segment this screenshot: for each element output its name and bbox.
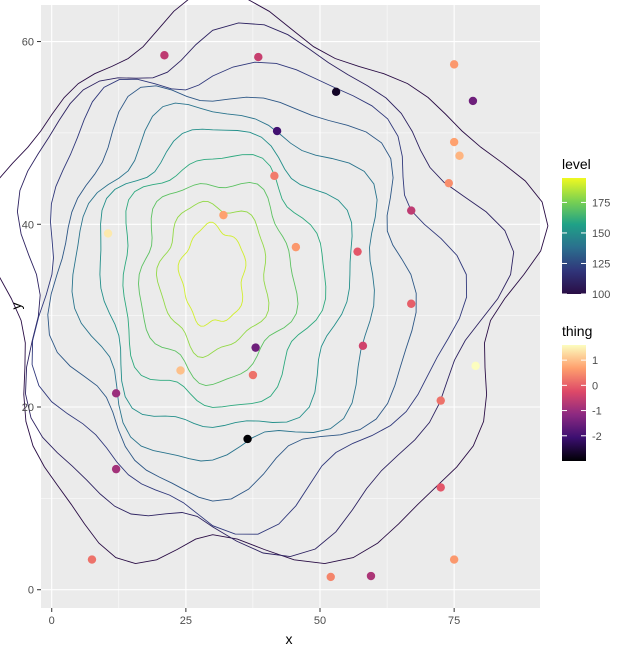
x-axis: 0 25 50 75 xyxy=(49,608,460,627)
data-point xyxy=(449,60,459,69)
thing-legend: thing 1 0 -1 -2 xyxy=(562,323,602,461)
minor-grid xyxy=(41,5,540,608)
data-point xyxy=(358,341,368,350)
contour-line xyxy=(16,22,515,558)
level-colorbar xyxy=(562,178,586,294)
thing-legend-title: thing xyxy=(562,323,592,339)
y-tick-label: 40 xyxy=(22,219,34,231)
y-tick-label: 60 xyxy=(22,37,34,49)
level-legend-title: level xyxy=(562,156,591,172)
x-tick-label: 0 xyxy=(49,615,55,627)
data-point xyxy=(449,555,459,564)
x-tick-label: 25 xyxy=(180,615,192,627)
contour-line xyxy=(177,221,247,327)
data-point xyxy=(248,370,258,380)
y-axis: 0 20 40 60 xyxy=(22,37,41,597)
data-point xyxy=(471,361,480,371)
legend-tick-label: 125 xyxy=(592,258,610,270)
contour-lines xyxy=(0,0,549,565)
data-point xyxy=(251,343,260,352)
data-point xyxy=(468,96,478,106)
data-point xyxy=(407,299,416,308)
major-grid xyxy=(41,5,540,608)
contour-line xyxy=(31,61,468,535)
data-point xyxy=(407,206,416,215)
data-point xyxy=(219,210,228,220)
legend-tick-label: -1 xyxy=(592,406,602,418)
data-point xyxy=(176,366,185,375)
legend-tick-label: 1 xyxy=(592,355,598,367)
data-point xyxy=(326,572,335,582)
data-point xyxy=(111,464,121,474)
thing-ticks: 1 0 -1 -2 xyxy=(562,355,602,443)
data-point xyxy=(291,242,301,252)
data-point xyxy=(353,247,362,256)
data-point xyxy=(444,178,453,188)
data-point xyxy=(160,51,169,60)
contour-line xyxy=(47,85,417,502)
data-point xyxy=(270,171,279,181)
legend-tick-label: 0 xyxy=(592,380,598,392)
data-point xyxy=(243,434,252,444)
x-axis-title: x xyxy=(286,631,293,647)
contour-line xyxy=(155,200,270,358)
data-point xyxy=(436,483,445,492)
contour-line xyxy=(71,102,378,462)
data-point xyxy=(87,555,97,564)
data-point xyxy=(111,389,121,398)
legend-tick-label: 175 xyxy=(592,197,610,209)
data-point xyxy=(366,571,376,581)
thing-colorbar xyxy=(562,345,586,461)
y-tick-label: 20 xyxy=(22,402,34,414)
data-point xyxy=(254,52,263,62)
panel-background xyxy=(41,5,540,608)
data-point xyxy=(103,229,113,238)
contour-line xyxy=(0,0,549,565)
y-axis-title: y xyxy=(8,303,24,310)
data-points xyxy=(87,51,480,582)
legend-tick-label: -2 xyxy=(592,431,602,443)
data-point xyxy=(455,151,464,160)
legend-tick-label: 150 xyxy=(592,228,610,240)
level-ticks: 100 125 150 175 xyxy=(562,197,610,301)
x-tick-label: 50 xyxy=(314,615,326,627)
y-tick-label: 0 xyxy=(28,585,34,597)
data-point xyxy=(449,137,459,147)
legend-tick-label: 100 xyxy=(592,289,610,301)
level-legend: level 100 125 150 175 xyxy=(562,156,610,301)
data-point xyxy=(436,396,445,405)
x-tick-label: 75 xyxy=(448,615,460,627)
contour-line xyxy=(99,128,353,428)
data-point xyxy=(331,87,341,96)
contour-line xyxy=(138,181,299,387)
data-point xyxy=(272,126,282,136)
contour-line xyxy=(122,154,327,408)
